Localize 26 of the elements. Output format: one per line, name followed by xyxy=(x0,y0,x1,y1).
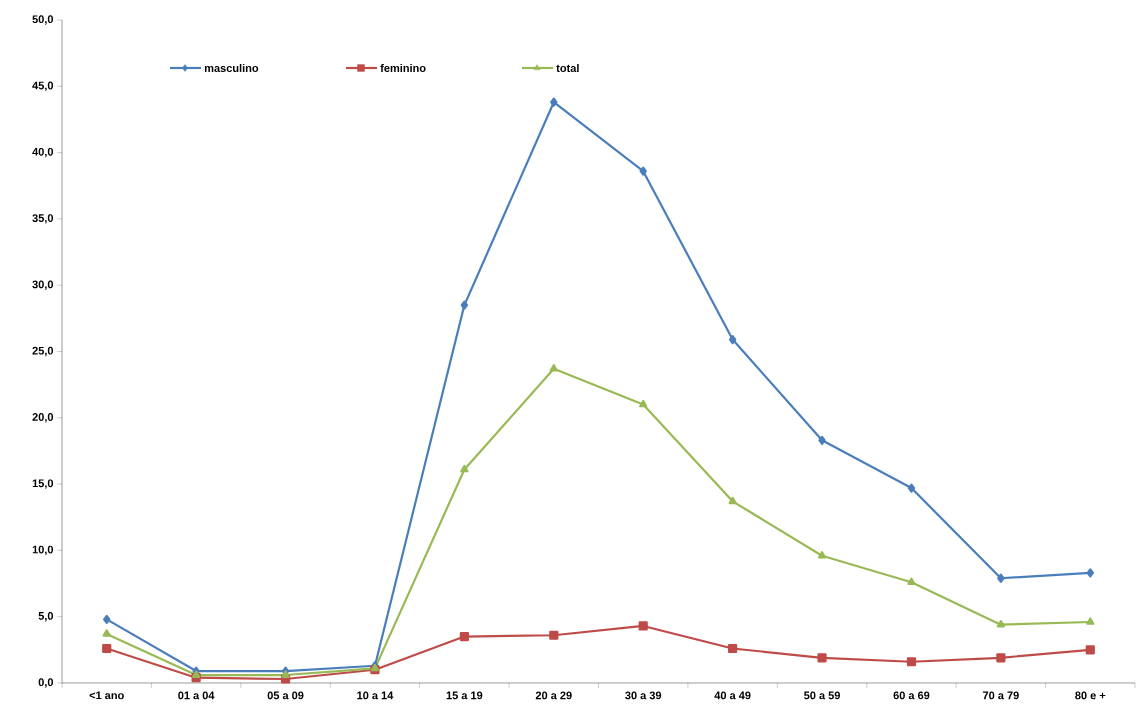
x-tick-label: 50 a 59 xyxy=(804,691,840,700)
y-tick-label: 10,0 xyxy=(32,545,54,556)
x-tick-label: 60 a 69 xyxy=(893,691,930,700)
y-tick-label: 20,0 xyxy=(32,413,54,423)
x-tick-label: 10 a 14 xyxy=(357,691,394,700)
x-tick-label: 15 a 19 xyxy=(446,691,483,700)
legend-label: masculino xyxy=(204,63,259,73)
x-tick-label: 01 a 04 xyxy=(178,691,215,700)
y-tick-label: 0,0 xyxy=(38,678,54,688)
y-tick-label: 40,0 xyxy=(32,147,54,158)
x-tick-label: 80 e + xyxy=(1075,691,1106,700)
x-tick-label: <1 ano xyxy=(89,691,124,700)
y-tick-label: 35,0 xyxy=(32,214,54,224)
y-tick-label: 50,0 xyxy=(32,15,54,25)
y-tick-label: 25,0 xyxy=(32,346,54,357)
legend-label: total xyxy=(556,63,579,73)
y-tick-label: 5,0 xyxy=(38,611,54,622)
x-tick-label: 40 a 49 xyxy=(714,691,751,700)
y-tick-label: 15,0 xyxy=(32,479,54,489)
legend-label: feminino xyxy=(380,63,426,73)
x-tick-label: 20 a 29 xyxy=(535,691,572,700)
x-tick-label: 70 a 79 xyxy=(982,691,1019,700)
x-tick-label: 05 a 09 xyxy=(267,691,304,700)
y-tick-label: 45,0 xyxy=(32,81,54,91)
y-tick-label: 30,0 xyxy=(32,280,54,290)
x-tick-label: 30 a 39 xyxy=(625,691,662,700)
